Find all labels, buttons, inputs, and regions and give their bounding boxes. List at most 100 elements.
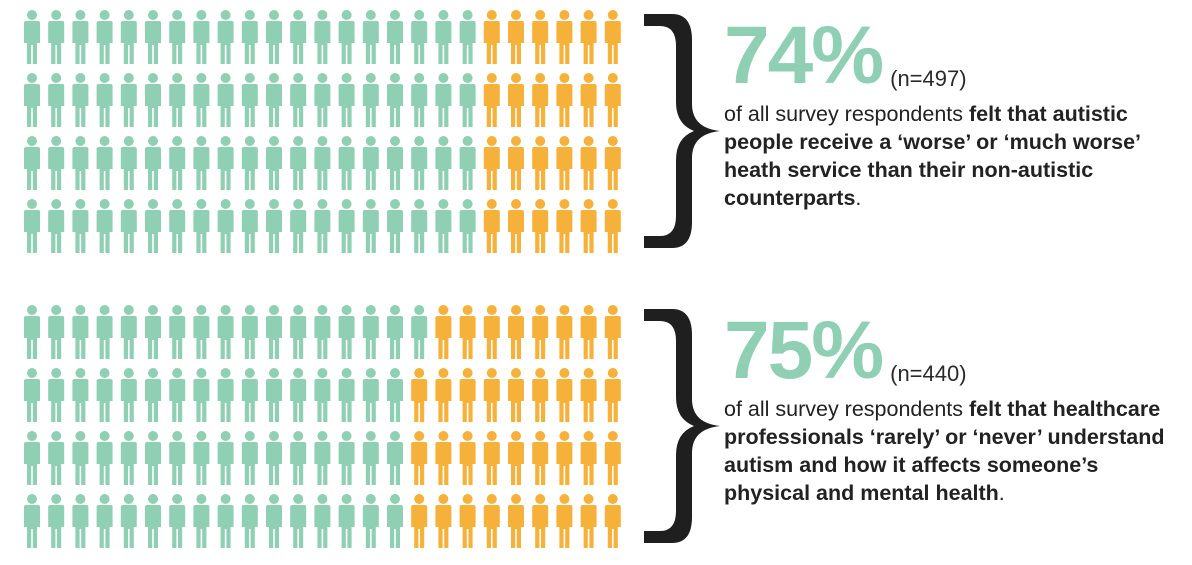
brace-shape: [644, 309, 720, 543]
person-icon: [145, 431, 161, 485]
person-icon: [362, 305, 379, 359]
person-icon: [338, 136, 355, 190]
person-icon: [24, 305, 40, 359]
person-icon-highlighted: [604, 199, 621, 253]
person-icon: [169, 431, 186, 485]
stat-description: of all survey respondents felt that auti…: [724, 100, 1184, 212]
percent-value: 75%: [724, 305, 884, 396]
person-icon: [387, 368, 403, 422]
person-icon-highlighted: [580, 431, 597, 485]
person-icon-highlighted: [532, 199, 549, 253]
person-icon: [217, 494, 234, 548]
person-icon: [411, 10, 428, 64]
person-icon: [241, 368, 258, 422]
person-icon-highlighted: [604, 305, 621, 359]
person-icon: [48, 136, 65, 190]
person-icon-highlighted: [459, 305, 476, 359]
person-icon: [266, 136, 282, 190]
person-icon-highlighted: [556, 305, 573, 359]
person-icon: [266, 305, 282, 359]
person-icon: [338, 368, 355, 422]
person-icon: [24, 10, 40, 64]
person-icon: [145, 73, 161, 127]
person-icon: [411, 136, 428, 190]
person-icon-highlighted: [435, 431, 452, 485]
person-icon: [387, 494, 403, 548]
description-end: .: [855, 186, 862, 210]
person-icon-highlighted: [532, 73, 549, 127]
person-icon-highlighted: [508, 431, 524, 485]
person-icon: [120, 136, 137, 190]
person-icon: [241, 10, 258, 64]
people-pictograph: [24, 305, 621, 548]
person-icon: [387, 73, 403, 127]
person-icon: [145, 136, 161, 190]
person-icon-highlighted: [604, 136, 621, 190]
person-icon-highlighted: [483, 10, 500, 64]
person-icon: [169, 73, 186, 127]
person-icon: [459, 199, 476, 253]
person-icon: [24, 368, 40, 422]
person-icon: [435, 73, 452, 127]
person-icon: [362, 10, 379, 64]
person-icon: [96, 10, 113, 64]
person-icon: [120, 431, 137, 485]
person-icon: [217, 10, 234, 64]
person-icon: [24, 494, 40, 548]
person-icon-highlighted: [435, 305, 452, 359]
person-icon-highlighted: [483, 431, 500, 485]
person-icon: [314, 199, 331, 253]
person-icon: [411, 199, 428, 253]
person-icon-highlighted: [508, 73, 524, 127]
person-icon: [96, 494, 113, 548]
person-icon: [266, 73, 282, 127]
person-icon: [387, 136, 403, 190]
person-icon: [169, 10, 186, 64]
person-icon: [217, 199, 234, 253]
person-icon: [241, 199, 258, 253]
person-icon: [241, 73, 258, 127]
person-icon: [266, 10, 282, 64]
person-icon: [362, 431, 379, 485]
person-icon-highlighted: [411, 431, 428, 485]
person-icon: [314, 10, 331, 64]
person-icon: [72, 494, 89, 548]
person-icon: [48, 305, 65, 359]
person-icon: [48, 199, 65, 253]
person-icon: [338, 10, 355, 64]
person-icon-highlighted: [508, 494, 524, 548]
person-icon-highlighted: [580, 305, 597, 359]
person-icon: [314, 368, 331, 422]
person-icon-highlighted: [435, 368, 452, 422]
person-icon: [72, 73, 89, 127]
person-icon: [290, 368, 307, 422]
person-icon-highlighted: [483, 199, 500, 253]
person-icon: [169, 199, 186, 253]
person-icon-highlighted: [532, 10, 549, 64]
person-icon-highlighted: [580, 199, 597, 253]
person-icon: [120, 73, 137, 127]
person-icon-highlighted: [459, 368, 476, 422]
percent-value: 74%: [724, 10, 884, 101]
person-icon-highlighted: [604, 494, 621, 548]
person-icon-highlighted: [508, 10, 524, 64]
person-icon: [387, 10, 403, 64]
person-icon: [145, 10, 161, 64]
person-icon: [362, 136, 379, 190]
person-icon: [193, 136, 210, 190]
person-icon: [266, 368, 282, 422]
person-icon: [193, 368, 210, 422]
person-icon: [193, 494, 210, 548]
person-icon: [387, 305, 403, 359]
people-pictograph: [24, 10, 621, 253]
person-icon: [387, 431, 403, 485]
person-icon-highlighted: [532, 305, 549, 359]
person-icon-highlighted: [604, 431, 621, 485]
sample-size: (n=440): [890, 361, 967, 386]
person-icon-highlighted: [532, 368, 549, 422]
person-icon: [290, 305, 307, 359]
person-icon: [96, 305, 113, 359]
person-icon: [314, 136, 331, 190]
person-icon: [387, 199, 403, 253]
person-icon-highlighted: [580, 136, 597, 190]
